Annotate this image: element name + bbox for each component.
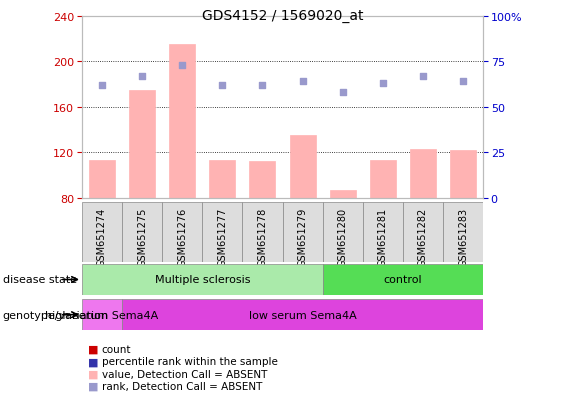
Bar — [82, 299, 122, 330]
Text: GSM651279: GSM651279 — [298, 207, 307, 266]
Text: GSM651281: GSM651281 — [378, 207, 388, 266]
Point — [258, 82, 267, 89]
Text: rank, Detection Call = ABSENT: rank, Detection Call = ABSENT — [102, 381, 262, 391]
Bar — [323, 202, 363, 262]
Bar — [363, 202, 403, 262]
Text: low serum Sema4A: low serum Sema4A — [249, 310, 357, 320]
Text: percentile rank within the sample: percentile rank within the sample — [102, 356, 277, 366]
Point — [218, 82, 227, 89]
Bar — [162, 202, 202, 262]
Point — [138, 73, 147, 80]
Bar — [370, 161, 396, 198]
Bar — [129, 90, 155, 198]
Bar — [329, 190, 356, 198]
Text: GSM651278: GSM651278 — [258, 207, 267, 266]
Text: GSM651277: GSM651277 — [218, 207, 227, 266]
Text: control: control — [384, 275, 422, 285]
Text: disease state: disease state — [3, 275, 77, 285]
Bar — [282, 202, 323, 262]
Bar — [242, 202, 282, 262]
Text: genotype/variation: genotype/variation — [3, 310, 109, 320]
Bar — [82, 202, 122, 262]
Text: ■: ■ — [88, 369, 98, 379]
Point — [338, 90, 347, 96]
Bar — [202, 202, 242, 262]
Point — [459, 78, 468, 85]
Text: GSM651280: GSM651280 — [338, 207, 347, 266]
Bar — [450, 150, 476, 198]
Text: GSM651274: GSM651274 — [97, 207, 107, 266]
Text: value, Detection Call = ABSENT: value, Detection Call = ABSENT — [102, 369, 267, 379]
Text: GSM651275: GSM651275 — [137, 207, 147, 266]
Text: ■: ■ — [88, 381, 98, 391]
Bar — [209, 161, 236, 198]
Text: ■: ■ — [88, 356, 98, 366]
Point — [177, 62, 186, 69]
Text: Multiple sclerosis: Multiple sclerosis — [154, 275, 250, 285]
Bar — [443, 202, 483, 262]
Bar — [169, 45, 195, 198]
Bar — [82, 264, 323, 295]
Bar — [323, 264, 483, 295]
Text: high serum Sema4A: high serum Sema4A — [45, 310, 159, 320]
Text: GSM651283: GSM651283 — [458, 207, 468, 266]
Text: ■: ■ — [88, 344, 98, 354]
Point — [97, 82, 106, 89]
Point — [418, 73, 428, 80]
Bar — [89, 161, 115, 198]
Bar — [403, 202, 443, 262]
Bar — [289, 136, 316, 198]
Text: GSM651282: GSM651282 — [418, 207, 428, 266]
Text: GDS4152 / 1569020_at: GDS4152 / 1569020_at — [202, 9, 363, 23]
Text: GSM651276: GSM651276 — [177, 207, 187, 266]
Bar — [249, 162, 276, 198]
Point — [298, 78, 307, 85]
Point — [379, 81, 388, 87]
Bar — [122, 202, 162, 262]
Text: count: count — [102, 344, 131, 354]
Bar — [410, 150, 436, 198]
